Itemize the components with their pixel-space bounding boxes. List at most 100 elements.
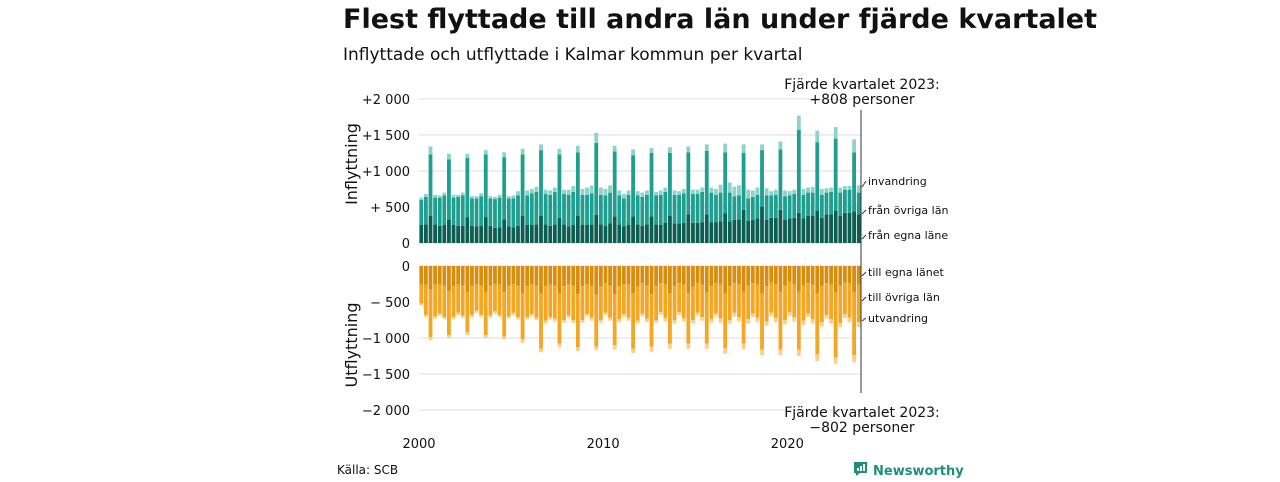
bar-utflyttning-3: [815, 354, 820, 362]
bar-utflyttning-1: [856, 266, 861, 285]
bar-inflyttning-2: [750, 196, 755, 220]
bar-utflyttning-2: [842, 282, 847, 315]
brand-logo: Newsworthy: [853, 461, 964, 482]
bar-inflyttning-1: [658, 225, 663, 243]
bar-inflyttning-1: [470, 225, 474, 243]
bar-utflyttning-2: [783, 285, 787, 320]
bar-utflyttning-3: [585, 314, 589, 317]
bar-utflyttning-3: [746, 319, 751, 324]
bar-inflyttning-3: [447, 153, 451, 160]
bar-inflyttning-2: [714, 194, 718, 223]
bar-utflyttning-1: [700, 266, 705, 285]
bar-utflyttning-1: [819, 266, 824, 287]
bar-utflyttning-3: [796, 349, 801, 356]
bar-inflyttning-2: [585, 194, 589, 225]
bar-utflyttning-2: [635, 286, 640, 321]
bar-inflyttning-3: [589, 185, 594, 194]
bar-inflyttning-1: [810, 215, 815, 243]
bar-utflyttning-2: [580, 286, 585, 320]
bar-inflyttning-1: [557, 217, 562, 243]
bar-inflyttning-3: [497, 194, 502, 198]
bar-inflyttning-2: [566, 194, 571, 227]
bar-utflyttning-3: [608, 317, 612, 321]
bar-inflyttning-2: [686, 152, 691, 215]
bars: [419, 115, 861, 364]
bar-utflyttning-1: [842, 266, 847, 283]
bar-utflyttning-3: [506, 316, 511, 319]
bar-inflyttning-1: [511, 227, 516, 243]
bar-utflyttning-3: [516, 317, 520, 320]
bar-utflyttning-1: [658, 266, 663, 284]
bar-utflyttning-2: [838, 285, 843, 323]
series-label-connector: [861, 271, 867, 277]
bar-inflyttning-2: [594, 142, 599, 215]
bar-utflyttning-2: [589, 285, 594, 318]
bar-utflyttning-3: [672, 320, 677, 324]
bar-utflyttning-3: [539, 348, 543, 353]
bar-utflyttning-1: [470, 266, 474, 287]
bar-utflyttning-2: [824, 283, 829, 315]
bar-inflyttning-1: [750, 219, 755, 243]
bar-inflyttning-2: [700, 191, 705, 223]
bar-utflyttning-3: [829, 319, 833, 324]
bar-utflyttning-3: [852, 355, 856, 363]
bar-utflyttning-2: [760, 293, 764, 350]
bar-utflyttning-1: [474, 266, 479, 284]
bar-inflyttning-1: [575, 215, 580, 243]
bar-inflyttning-3: [852, 139, 856, 153]
bar-inflyttning-2: [856, 192, 861, 215]
bar-utflyttning-1: [525, 266, 530, 287]
x-tick-label: 2010: [587, 437, 620, 452]
bar-utflyttning-2: [621, 284, 626, 315]
bar-utflyttning-3: [437, 313, 442, 316]
bar-inflyttning-1: [640, 225, 645, 243]
bar-utflyttning-3: [557, 343, 562, 348]
bar-utflyttning-3: [700, 317, 705, 321]
bar-utflyttning-1: [760, 266, 764, 294]
bar-utflyttning-3: [654, 320, 659, 323]
bar-inflyttning-2: [470, 198, 474, 226]
bar-inflyttning-3: [773, 189, 778, 195]
bar-inflyttning-2: [442, 195, 447, 225]
bar-inflyttning-3: [842, 186, 847, 190]
bar-utflyttning-1: [451, 266, 456, 287]
bar-utflyttning-1: [806, 266, 810, 284]
bar-utflyttning-3: [419, 303, 424, 306]
series-label: utvandring: [868, 312, 928, 325]
bar-utflyttning-3: [424, 314, 428, 318]
bar-utflyttning-3: [649, 346, 654, 352]
bar-inflyttning-3: [718, 184, 723, 193]
bar-utflyttning-2: [511, 284, 516, 313]
bar-utflyttning-1: [598, 266, 603, 287]
bar-inflyttning-2: [493, 199, 497, 228]
bar-inflyttning-3: [677, 191, 682, 195]
bar-inflyttning-1: [447, 219, 451, 243]
bar-inflyttning-1: [824, 214, 829, 243]
bar-utflyttning-3: [838, 322, 843, 328]
bar-inflyttning-2: [437, 197, 442, 226]
bar-utflyttning-3: [460, 315, 465, 318]
bar-inflyttning-2: [658, 194, 663, 225]
bar-utflyttning-1: [810, 266, 815, 285]
series-label: från egna läne: [868, 229, 948, 242]
bar-utflyttning-1: [714, 266, 718, 284]
bar-utflyttning-3: [760, 349, 764, 356]
bar-inflyttning-3: [419, 197, 424, 200]
bar-inflyttning-1: [562, 224, 566, 243]
bar-utflyttning-1: [737, 266, 741, 284]
y-tick-top: + 500: [370, 201, 410, 216]
bar-utflyttning-1: [852, 266, 856, 292]
bar-inflyttning-3: [529, 189, 534, 194]
bar-inflyttning-3: [668, 147, 672, 153]
bar-inflyttning-2: [852, 152, 856, 212]
bar-inflyttning-3: [714, 189, 718, 195]
bar-utflyttning-1: [437, 266, 442, 285]
bar-inflyttning-2: [534, 191, 539, 225]
bar-utflyttning-2: [847, 283, 852, 318]
bar-inflyttning-3: [488, 196, 493, 199]
bar-inflyttning-1: [792, 217, 797, 243]
bar-utflyttning-3: [589, 317, 594, 321]
bar-utflyttning-1: [755, 266, 760, 285]
y-tick-bottom: 0: [402, 260, 410, 275]
bar-utflyttning-1: [488, 266, 493, 286]
